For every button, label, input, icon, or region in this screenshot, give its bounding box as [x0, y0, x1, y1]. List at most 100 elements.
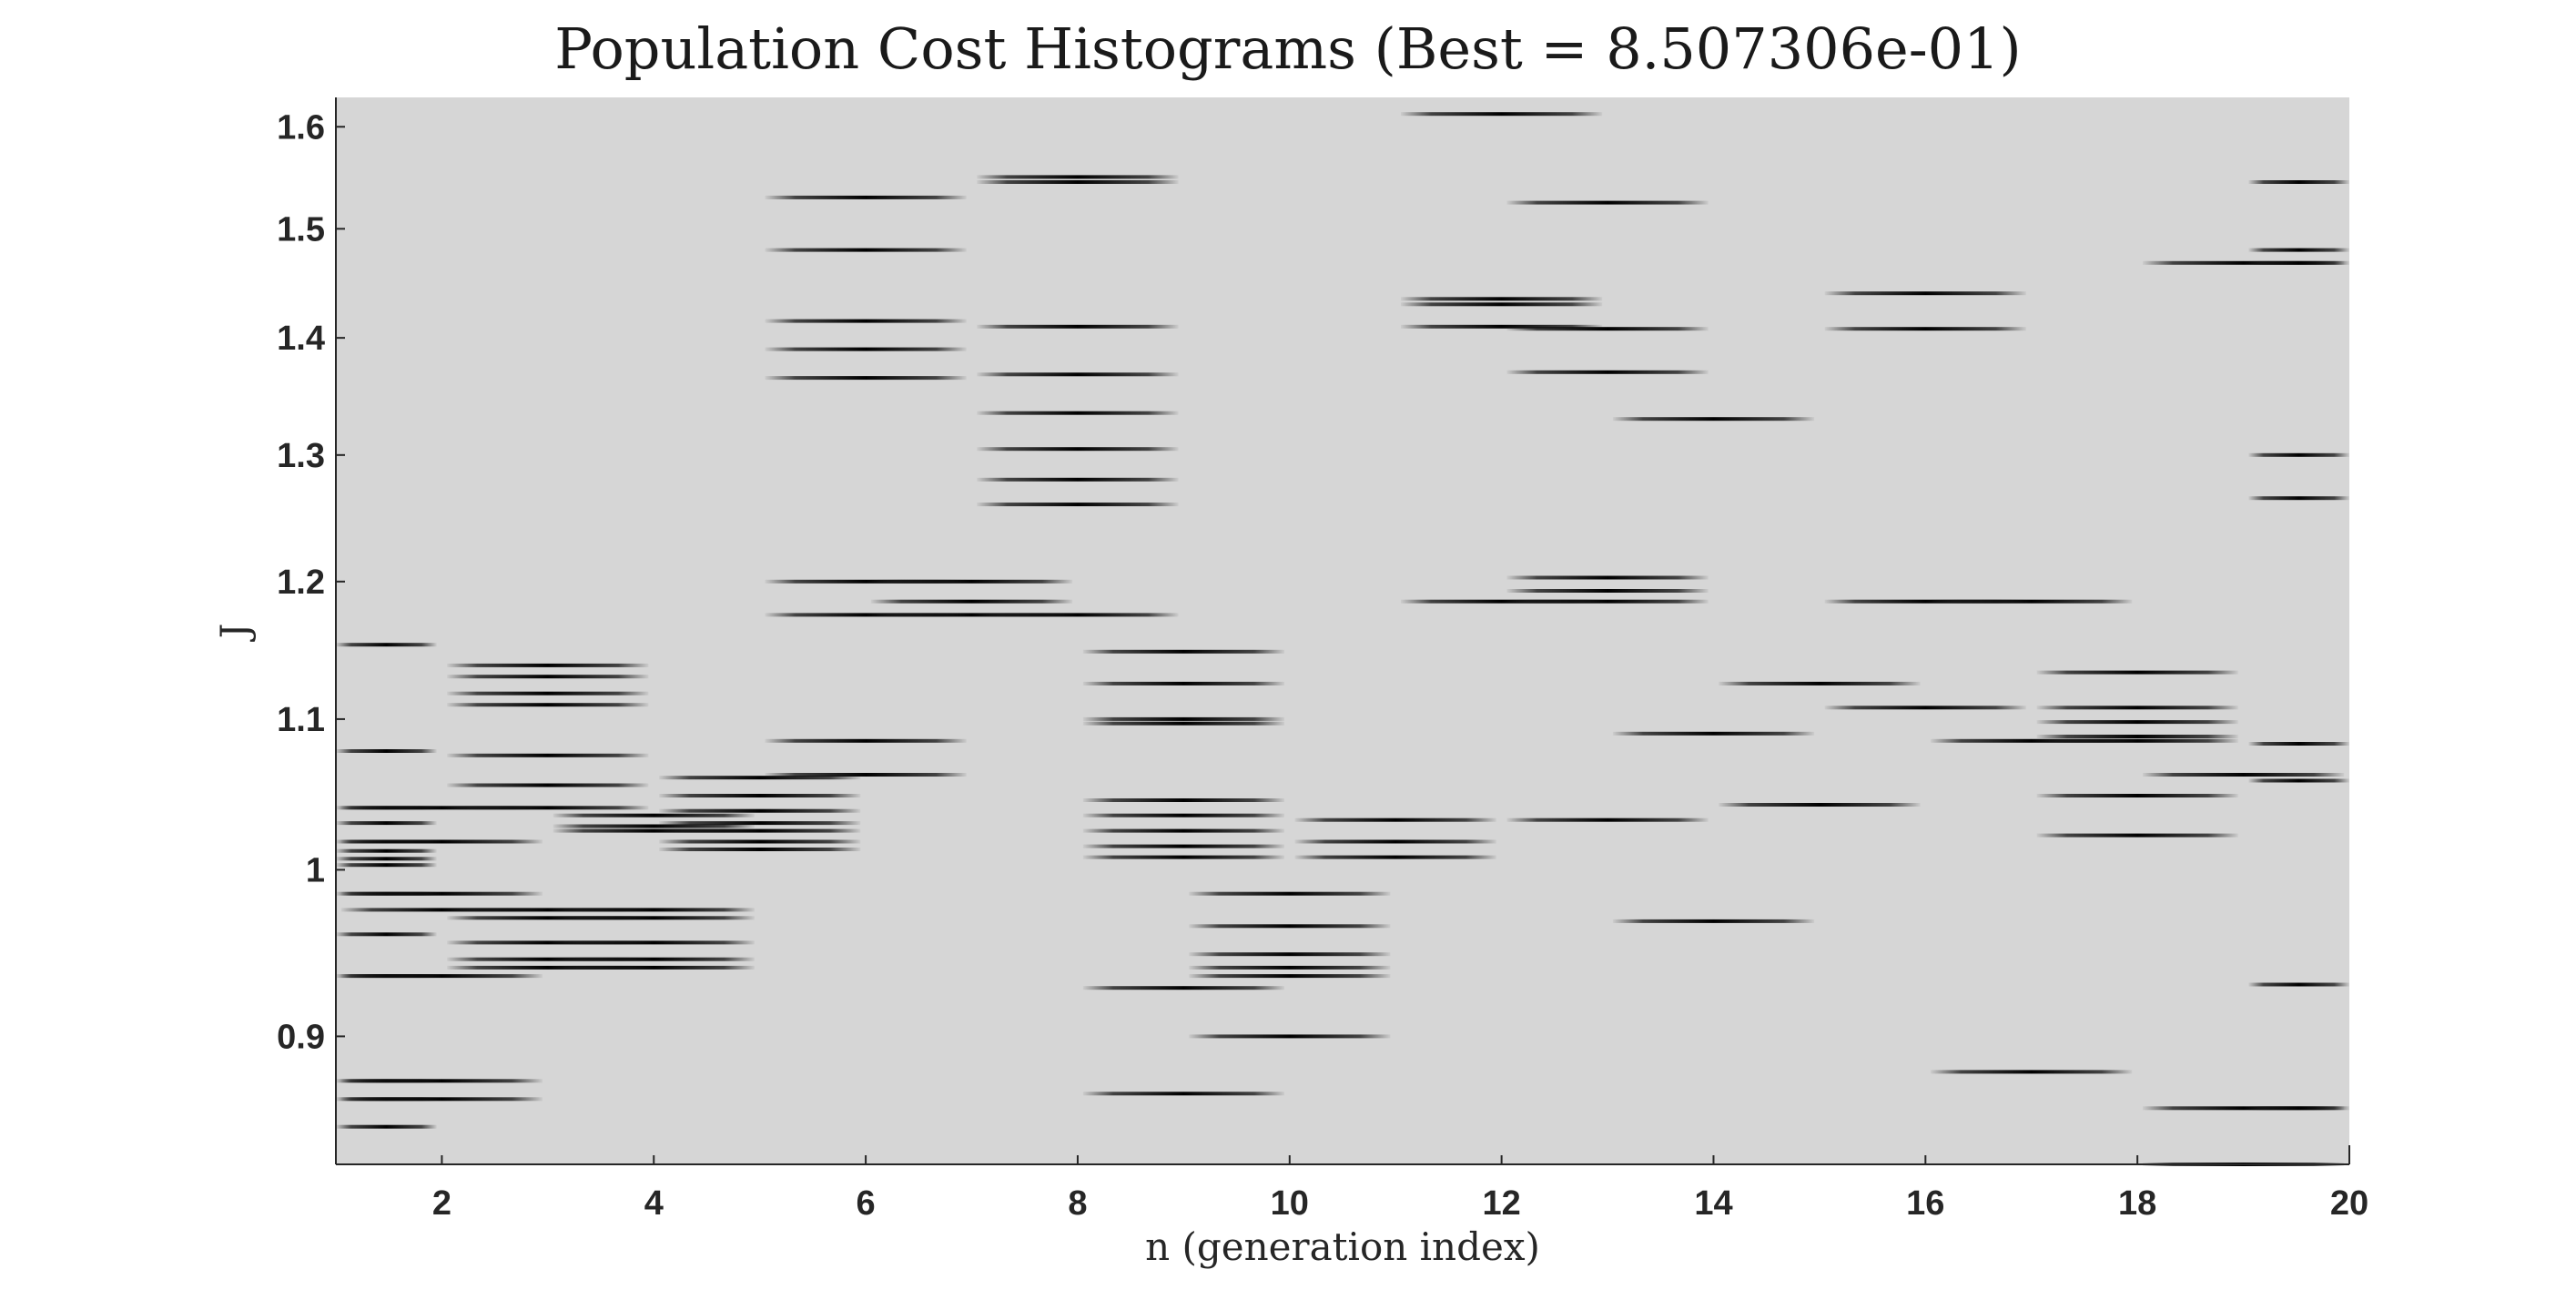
x-tick-label-6: 6 [857, 1184, 876, 1223]
x-tick-label-14: 14 [1694, 1184, 1732, 1223]
cost-mark-n13-3 [1506, 575, 1709, 580]
cost-mark-n13-1 [1506, 327, 1709, 331]
cost-mark-n18-1 [2036, 706, 2238, 710]
cost-mark-n18-4 [2036, 738, 2238, 743]
x-tick-label-4: 4 [644, 1184, 664, 1223]
cost-mark-n3-10 [447, 957, 649, 961]
cost-mark-n8-0 [977, 175, 1179, 179]
x-tick-label-16: 16 [1906, 1184, 1944, 1223]
cost-mark-n20-6 [2248, 778, 2349, 783]
cost-mark-n9-6 [1082, 828, 1284, 833]
cost-mark-n6-5 [765, 579, 967, 584]
cost-mark-n3-0 [447, 663, 649, 667]
cost-mark-n16-2 [1824, 599, 2026, 604]
cost-mark-n4-7 [553, 965, 755, 970]
cost-mark-n1-0 [336, 643, 437, 647]
cost-mark-n6-4 [765, 376, 967, 381]
cost-mark-n1-1 [336, 749, 437, 753]
cost-mark-n6-2 [765, 319, 967, 323]
x-tick-label-20: 20 [2330, 1184, 2368, 1223]
cost-mark-n9-5 [1082, 813, 1284, 818]
cost-mark-n2-1 [340, 839, 543, 844]
cost-mark-n1-6 [336, 857, 437, 861]
cost-mark-n4-3 [553, 908, 755, 912]
cost-mark-n7-0 [870, 579, 1073, 584]
x-axis-label: n (generation index) [1145, 1224, 1540, 1269]
cost-mark-n17-1 [1931, 738, 2133, 743]
cost-mark-n14-2 [1612, 919, 1815, 923]
cost-mark-n9-8 [1082, 855, 1284, 859]
cost-mark-n2-6 [340, 1097, 543, 1102]
y-axis-label: J [212, 624, 257, 643]
cost-mark-n15-1 [1719, 803, 1921, 807]
cost-mark-n7-2 [870, 613, 1073, 617]
cost-mark-n3-1 [447, 675, 649, 679]
cost-mark-n20-0 [2248, 180, 2349, 184]
cost-mark-n3-8 [447, 916, 649, 920]
cost-mark-n3-4 [447, 753, 649, 757]
cost-mark-n12-2 [1401, 302, 1603, 307]
y-tick-label-1.5: 1.5 [277, 210, 325, 249]
cost-mark-n8-8 [977, 613, 1179, 617]
y-tick-label-1.2: 1.2 [277, 564, 325, 602]
cost-mark-n5-5 [659, 839, 861, 844]
cost-mark-n13-4 [1506, 589, 1709, 593]
cost-mark-n4-5 [553, 940, 755, 945]
cost-mark-n11-0 [1294, 818, 1496, 822]
cost-mark-n19-2 [2143, 1106, 2345, 1111]
cost-mark-n9-7 [1082, 844, 1284, 848]
y-tick-labels: 0.9 1 1.1 1.2 1.3 1.4 1.5 1.6 [277, 108, 345, 1056]
cost-mark-n19-1 [2143, 773, 2345, 777]
cost-mark-n14-1 [1612, 731, 1815, 736]
cost-mark-n20-2 [2248, 260, 2349, 265]
x-tick-label-18: 18 [2118, 1184, 2156, 1223]
cost-mark-n2-2 [340, 891, 543, 896]
x-tick-labels: 2 4 6 8 10 12 14 16 18 20 [432, 1155, 2368, 1223]
cost-mark-n18-0 [2036, 670, 2238, 675]
x-tick-label-8: 8 [1068, 1184, 1087, 1223]
cost-mark-n17-0 [1931, 599, 2133, 604]
cost-mark-n5-3 [659, 821, 861, 826]
cost-mark-n12-0 [1401, 112, 1603, 117]
cost-mark-n6-0 [765, 195, 967, 199]
cost-mark-n6-7 [765, 738, 967, 743]
cost-mark-n16-0 [1824, 291, 2026, 296]
cost-mark-n8-4 [977, 411, 1179, 415]
cost-mark-n8-1 [977, 180, 1179, 184]
cost-mark-n6-6 [765, 613, 967, 617]
cost-mark-n9-10 [1082, 1092, 1284, 1096]
histogram-marks [336, 112, 2349, 1166]
cost-mark-n16-1 [1824, 327, 2026, 331]
cost-mark-n10-3 [1189, 965, 1391, 970]
cost-mark-n20-7 [2248, 982, 2349, 987]
cost-mark-n13-2 [1506, 370, 1709, 374]
cost-mark-n5-4 [659, 828, 861, 833]
y-tick-label-1.4: 1.4 [277, 320, 325, 358]
cost-mark-n9-2 [1082, 716, 1284, 721]
cost-mark-n8-7 [977, 503, 1179, 507]
cost-mark-n2-3 [340, 908, 543, 912]
cost-mark-n11-1 [1294, 839, 1496, 844]
cost-mark-n2-4 [340, 974, 543, 979]
cost-mark-n3-7 [447, 908, 649, 912]
cost-mark-n19-0 [2143, 260, 2345, 265]
cost-mark-n17-2 [1931, 1070, 2133, 1074]
cost-mark-n3-6 [447, 806, 649, 810]
y-tick-label-1.1: 1.1 [277, 701, 325, 739]
cost-mark-n1-9 [336, 932, 437, 937]
cost-mark-n16-3 [1824, 706, 2026, 710]
cost-mark-n10-0 [1189, 891, 1391, 896]
cost-mark-n18-6 [2036, 833, 2238, 838]
plot-area [336, 97, 2349, 1164]
y-tick-label-1.6: 1.6 [277, 108, 325, 147]
x-tick-label-2: 2 [432, 1184, 451, 1223]
cost-mark-n1-13 [336, 1124, 437, 1129]
cost-mark-n6-8 [765, 773, 967, 777]
cost-mark-n3-9 [447, 940, 649, 945]
cost-mark-n4-4 [553, 916, 755, 920]
cost-mark-n11-2 [1294, 855, 1496, 859]
cost-mark-n15-0 [1719, 681, 1921, 686]
cost-mark-n4-6 [553, 957, 755, 961]
cost-mark-n5-1 [659, 794, 861, 797]
